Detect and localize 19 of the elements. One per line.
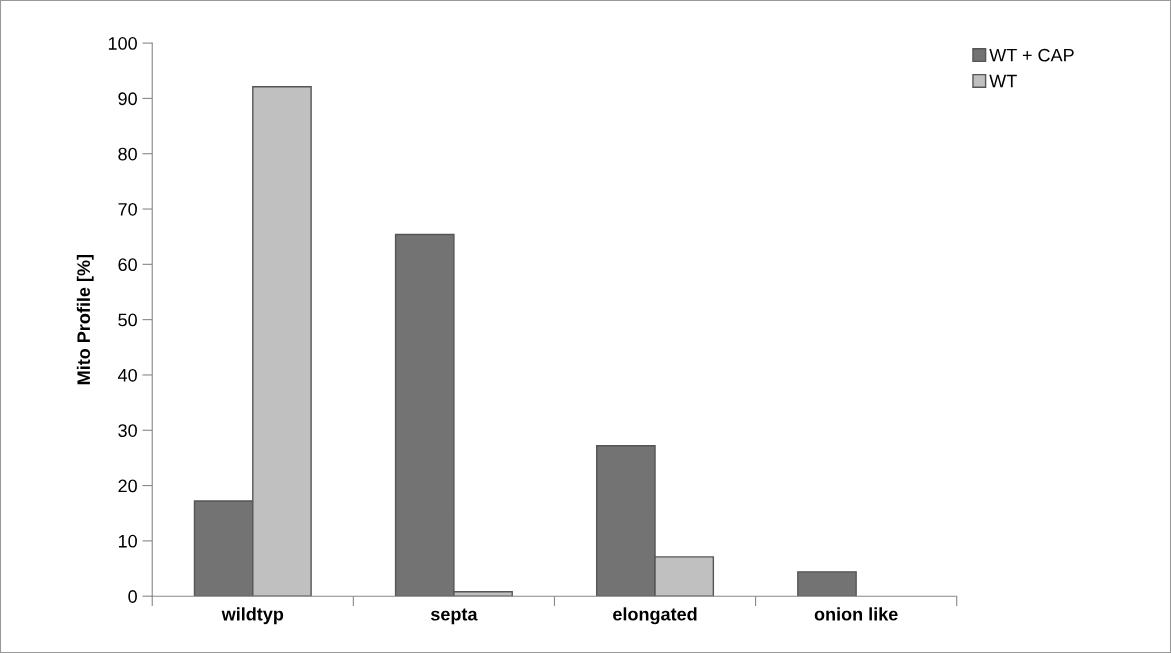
y-tick-label: 100 [108,37,137,50]
legend-label: WT [989,74,1017,88]
y-tick-label: 40 [117,368,137,382]
x-tick-label: onion like [814,607,898,621]
y-tick-label: 20 [118,479,137,493]
x-tick-label: septa [430,608,478,625]
y-axis-title: Mito Profile [%] [76,254,94,385]
y-tick-label: 80 [118,147,137,161]
x-tick-label: elongated [613,607,697,625]
y-tick-label: 50 [118,313,137,327]
y-tick-label: 70 [118,202,137,216]
bar [797,571,857,597]
y-tick-label: 30 [118,424,137,437]
legend-label: WT + CAP [989,48,1074,62]
y-tick-label: 90 [118,92,137,106]
y-tick-label: 60 [118,258,137,272]
x-tick-label: wildtyp [221,607,284,625]
y-tick-label: 0 [128,590,137,603]
y-tick-label: 10 [118,534,137,548]
